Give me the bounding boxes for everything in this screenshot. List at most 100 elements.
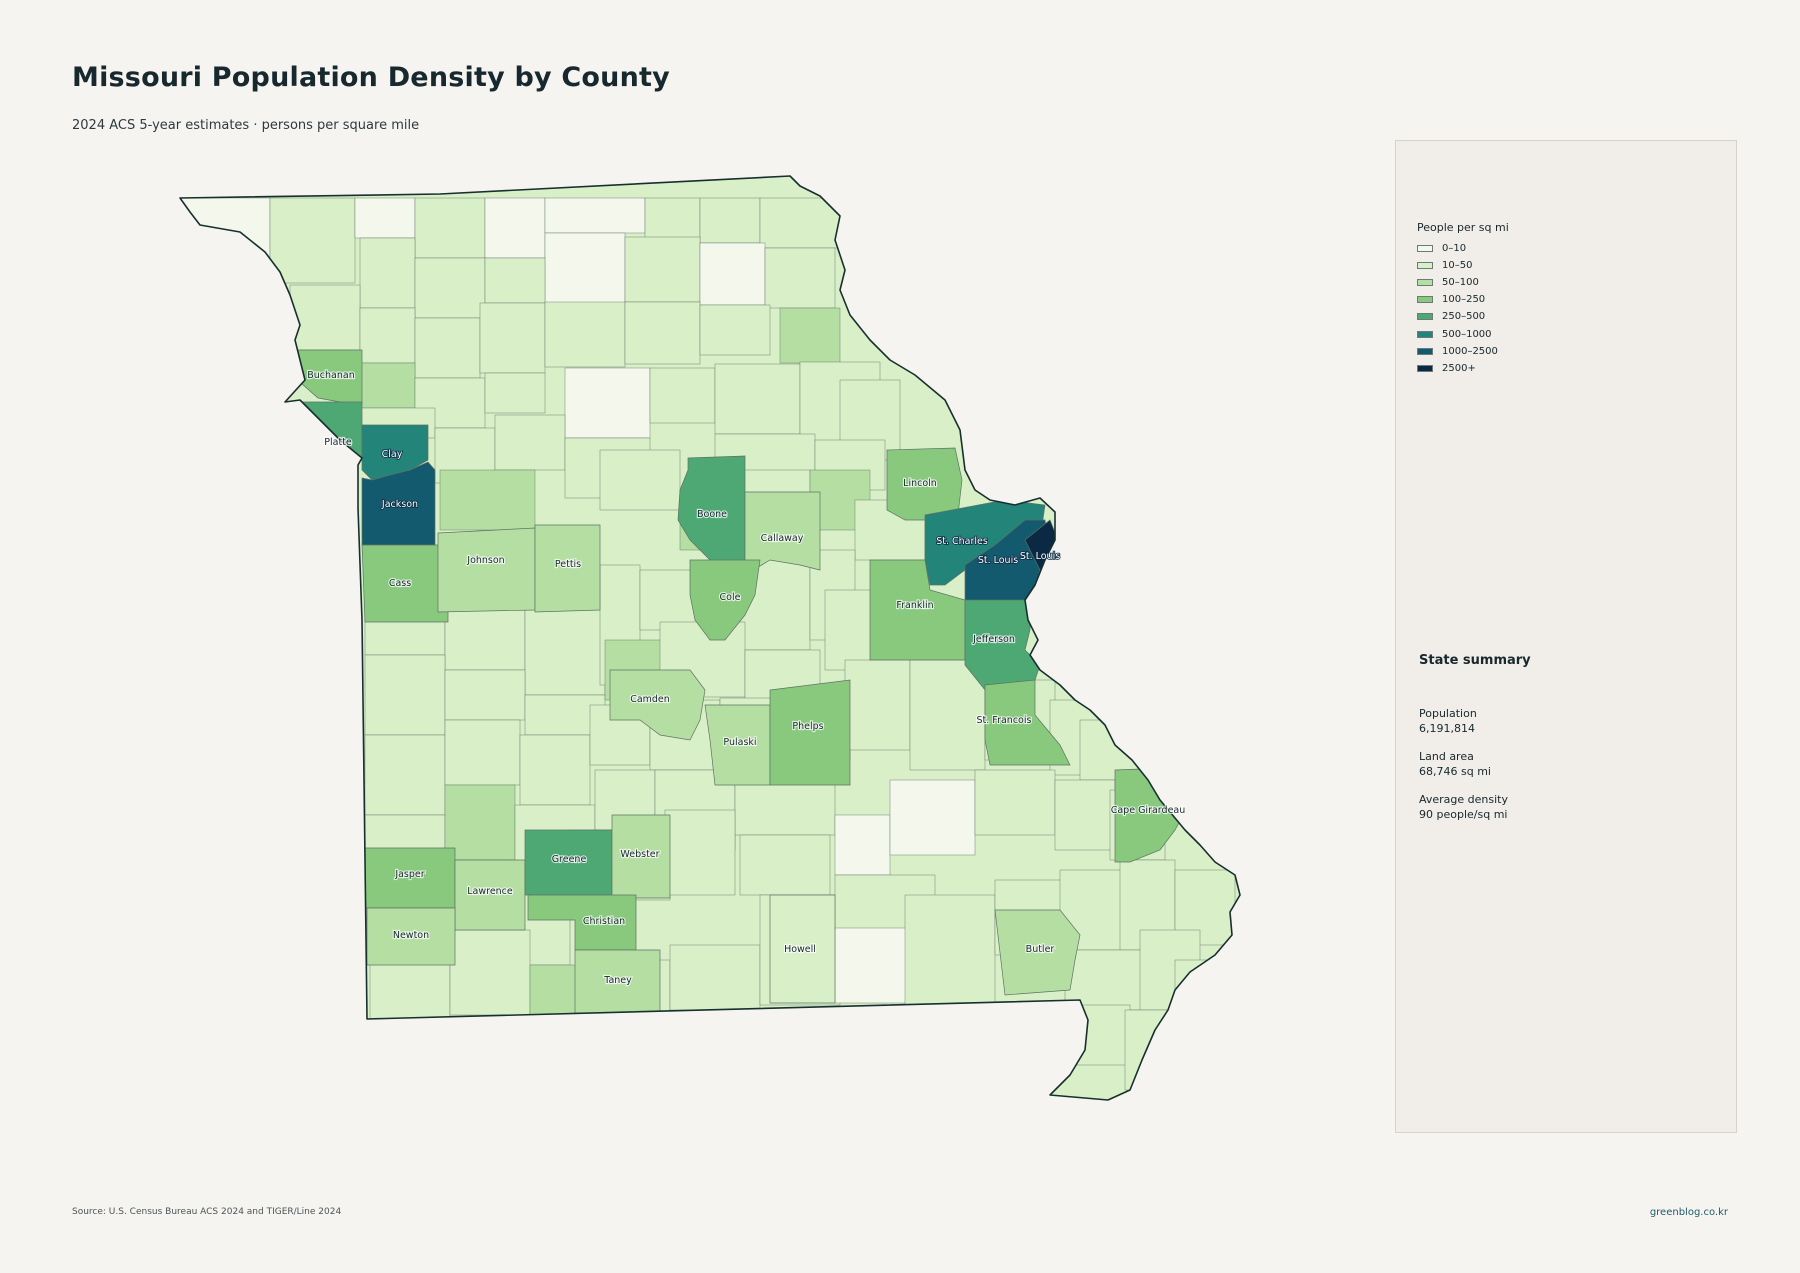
county-label: Greene [552,854,587,865]
county [649,367,716,424]
county-label: St. Louis [978,555,1018,566]
county [759,197,841,249]
county-label: Pettis [555,559,581,570]
county [699,304,771,356]
legend-swatch [1417,296,1433,304]
legend-title: People per sq mi [1417,221,1509,234]
county [1174,959,1236,1031]
county [664,809,736,896]
county-label: Clay [382,449,403,460]
county-label: Cole [720,592,741,603]
county-label: Jefferson [972,634,1015,645]
county-label: Lawrence [467,886,513,897]
legend-item: 1000–2500 [1417,343,1498,360]
county [909,659,986,771]
county-label: Christian [583,916,625,927]
county-label: Johnson [466,555,504,566]
stat-average-density: Average density 90 people/sq mi [1419,792,1508,822]
legend-item: 500–1000 [1417,325,1498,342]
county [699,197,761,244]
legend-label: 50–100 [1442,277,1479,289]
county [414,257,486,319]
county-label: Boone [697,509,727,520]
page-subtitle: 2024 ACS 5-year estimates · persons per … [72,118,420,133]
county-label: Lincoln [903,478,937,489]
county-howell [769,894,836,1004]
county-label: Cass [389,578,411,589]
legend-swatch [1417,347,1433,355]
county-webster [611,814,671,899]
county [269,197,356,284]
legend-label: 500–1000 [1442,328,1492,340]
county-label: Phelps [792,721,823,732]
county [544,301,626,368]
county [439,469,536,531]
county [889,779,976,856]
legend-swatch [1417,330,1433,338]
legend-label: 1000–2500 [1442,345,1498,357]
legend-item: 100–250 [1417,291,1498,308]
county-label: Franklin [896,600,933,611]
county [599,449,681,511]
source-note: Source: U.S. Census Bureau ACS 2024 and … [72,1207,342,1217]
county [524,609,606,696]
county [624,236,701,303]
legend-item: 2500+ [1417,360,1498,377]
county-label: Pulaski [723,737,756,748]
legend-item: 50–100 [1417,274,1498,291]
stat-population-value: 6,191,814 [1419,722,1475,735]
county-label: Camden [630,694,670,705]
legend-label: 250–500 [1442,311,1486,323]
county [739,834,831,896]
county [444,669,526,721]
county [529,964,581,1021]
county-label: Callaway [761,533,804,544]
side-panel: People per sq mi 0–10 10–50 50–100 100–250 2… [1395,140,1737,1133]
county [484,257,546,304]
county [479,302,546,374]
summary-title: State summary [1419,653,1531,668]
county [1059,1004,1131,1066]
county [364,654,446,736]
county-label: Newton [393,930,429,941]
county [779,307,841,364]
county [359,237,416,309]
legend-item: 0–10 [1417,240,1498,257]
legend-swatch [1417,364,1433,372]
county [444,719,521,786]
county [834,814,891,876]
county [669,944,761,1011]
legend-item: 250–500 [1417,308,1498,325]
county [544,232,626,304]
county [1064,949,1146,1011]
county-phelps [769,679,851,786]
legend-swatch [1417,262,1433,270]
site-credit[interactable]: greenblog.co.kr [1649,1207,1728,1218]
county-label: Butler [1026,944,1055,955]
stat-population-label: Population [1419,707,1477,720]
county-label: Buchanan [307,370,354,381]
county-newton [366,907,456,966]
legend-label: 10–50 [1442,260,1473,272]
legend-item: 10–50 [1417,257,1498,274]
county-label: Cape Girardeau [1111,805,1186,816]
legend-label: 0–10 [1442,243,1467,255]
county [444,784,516,861]
legend: 0–10 10–50 50–100 100–250 250–500 500–1000 100… [1417,240,1498,377]
county-st-francois [984,679,1071,766]
county [414,197,486,259]
legend-swatch [1417,245,1433,253]
county-pulaski [704,704,771,786]
county [359,307,416,364]
county [844,659,911,751]
county [519,734,591,806]
county-label: St. Francois [977,715,1032,726]
county-camden [609,669,706,741]
county [974,769,1056,836]
county [359,362,416,409]
county [624,301,701,365]
county-label: Webster [620,849,659,860]
stat-land-area-value: 68,746 sq mi [1419,765,1491,778]
county [494,414,566,471]
county [564,367,651,439]
